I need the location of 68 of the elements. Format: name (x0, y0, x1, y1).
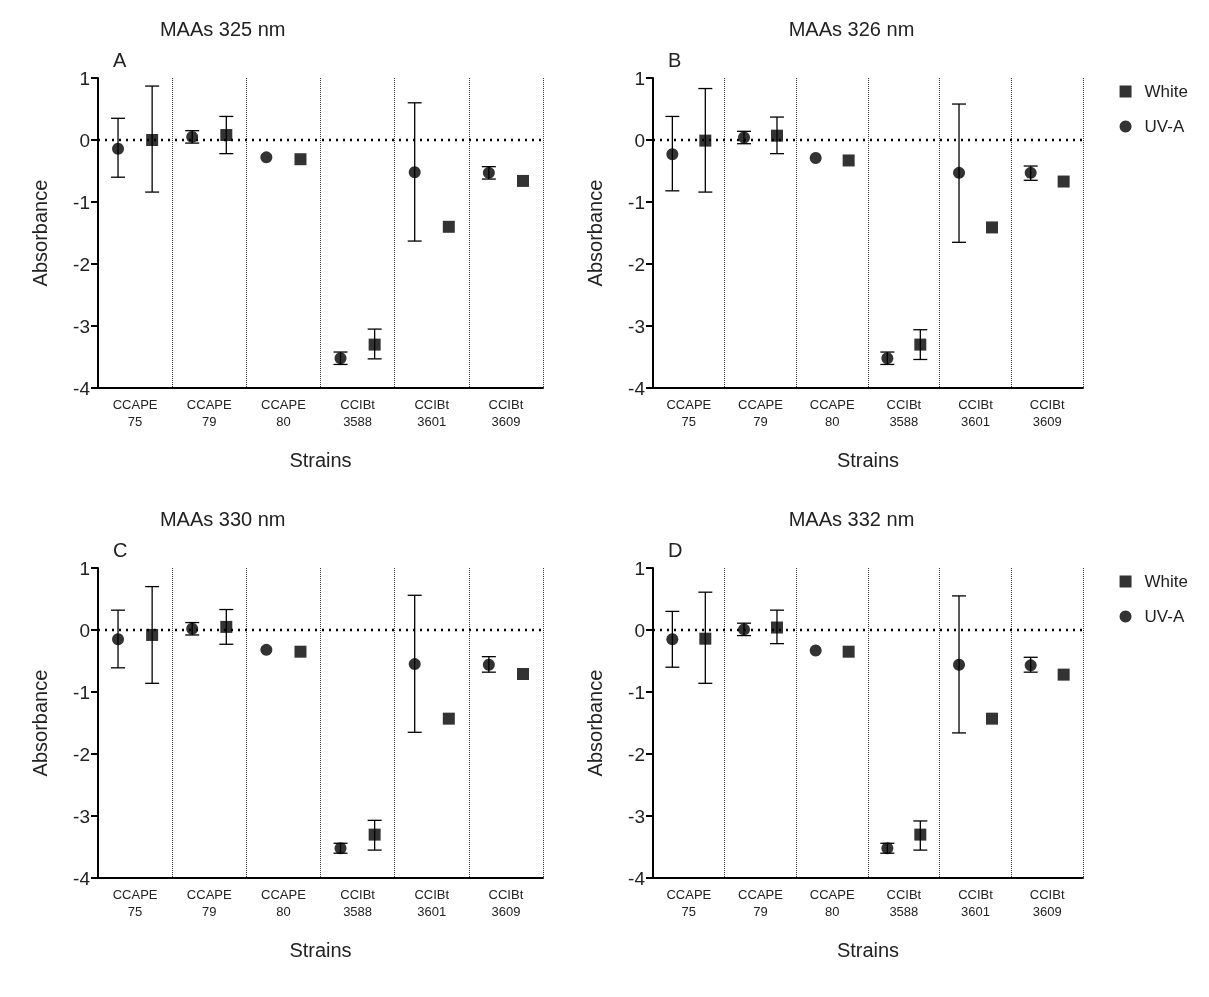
x-tick-label: CCAPE 79 (738, 397, 784, 429)
y-tick-label: 1 (79, 67, 90, 89)
legend-label: White (1144, 82, 1189, 101)
y-tick-label: 1 (634, 67, 645, 89)
x-tick-label: CCIBt 3588 (340, 397, 376, 429)
x-axis-title: Strains (289, 939, 352, 961)
y-axis-title: Absorbance (29, 179, 51, 287)
x-tick-label: CCAPE 79 (186, 887, 232, 919)
y-tick-label: 1 (79, 557, 90, 579)
x-tick-label: CCIBt 3609 (488, 397, 524, 429)
y-tick-label: -3 (73, 315, 90, 337)
y-tick-label: -4 (73, 377, 91, 399)
x-tick-label: CCIBt 3609 (1029, 887, 1065, 919)
x-tick-label: CCAPE 75 (112, 397, 158, 429)
x-axis-title: Strains (289, 449, 352, 471)
x-tick-label: CCAPE 80 (261, 887, 307, 919)
text: C (113, 539, 128, 561)
x-tick-label: CCIBt 3609 (488, 887, 524, 919)
chart-title: MAAs 332 nm (788, 508, 915, 530)
x-tick-label: CCIBt 3609 (1029, 397, 1065, 429)
y-tick-label: 1 (634, 557, 645, 579)
y-tick-label: 0 (79, 619, 90, 641)
x-tick-label: CCIBt 3601 (414, 887, 450, 919)
legend-label: UV-A (1144, 607, 1185, 626)
y-tick-label: -4 (628, 867, 646, 889)
x-tick-label: CCAPE 79 (738, 887, 784, 919)
y-tick-label: -1 (73, 681, 90, 703)
x-tick-label: CCIBt 3588 (340, 887, 376, 919)
y-tick-label: -1 (628, 681, 645, 703)
x-axis-title: Strains (836, 939, 900, 961)
y-tick-label: -3 (628, 315, 645, 337)
x-tick-label: CCAPE 80 (261, 397, 307, 429)
y-tick-label: -3 (628, 805, 645, 827)
text: D (668, 539, 683, 561)
x-tick-label: CCAPE 75 (112, 887, 158, 919)
text: A (113, 49, 127, 71)
text: B (668, 49, 682, 71)
y-tick-label: 0 (79, 129, 90, 151)
x-tick-label: CCIBt 3588 (886, 397, 922, 429)
x-tick-label: CCAPE 79 (186, 397, 232, 429)
x-tick-label: CCIBt 3588 (886, 887, 922, 919)
y-tick-label: 0 (634, 129, 645, 151)
x-tick-label: CCIBt 3601 (414, 397, 450, 429)
x-tick-label: CCAPE 80 (809, 397, 855, 429)
y-tick-label: -2 (73, 253, 90, 275)
y-tick-label: -2 (73, 743, 90, 765)
y-tick-label: 0 (634, 619, 645, 641)
y-tick-label: -2 (628, 743, 645, 765)
y-tick-label: -2 (628, 253, 645, 275)
y-axis-title: Absorbance (584, 669, 606, 777)
y-tick-label: -4 (628, 377, 646, 399)
y-tick-label: -1 (628, 191, 645, 213)
x-axis-title: Strains (836, 449, 900, 471)
y-tick-label: -1 (73, 191, 90, 213)
x-tick-label: CCAPE 80 (809, 887, 855, 919)
x-tick-label: CCAPE 75 (666, 397, 712, 429)
legend-label: UV-A (1144, 117, 1185, 136)
y-axis-title: Absorbance (29, 669, 51, 777)
x-tick-label: CCIBt 3601 (958, 397, 994, 429)
y-tick-label: -3 (73, 805, 90, 827)
chart-title: MAAs 326 nm (788, 18, 915, 40)
chart-title: MAAs 330 nm (159, 508, 286, 530)
x-tick-label: CCIBt 3601 (958, 887, 994, 919)
chart-title: MAAs 325 nm (159, 18, 286, 40)
y-tick-label: -4 (73, 867, 91, 889)
legend-label: White (1144, 572, 1189, 591)
y-axis-title: Absorbance (584, 179, 606, 287)
x-tick-label: CCAPE 75 (666, 887, 712, 919)
